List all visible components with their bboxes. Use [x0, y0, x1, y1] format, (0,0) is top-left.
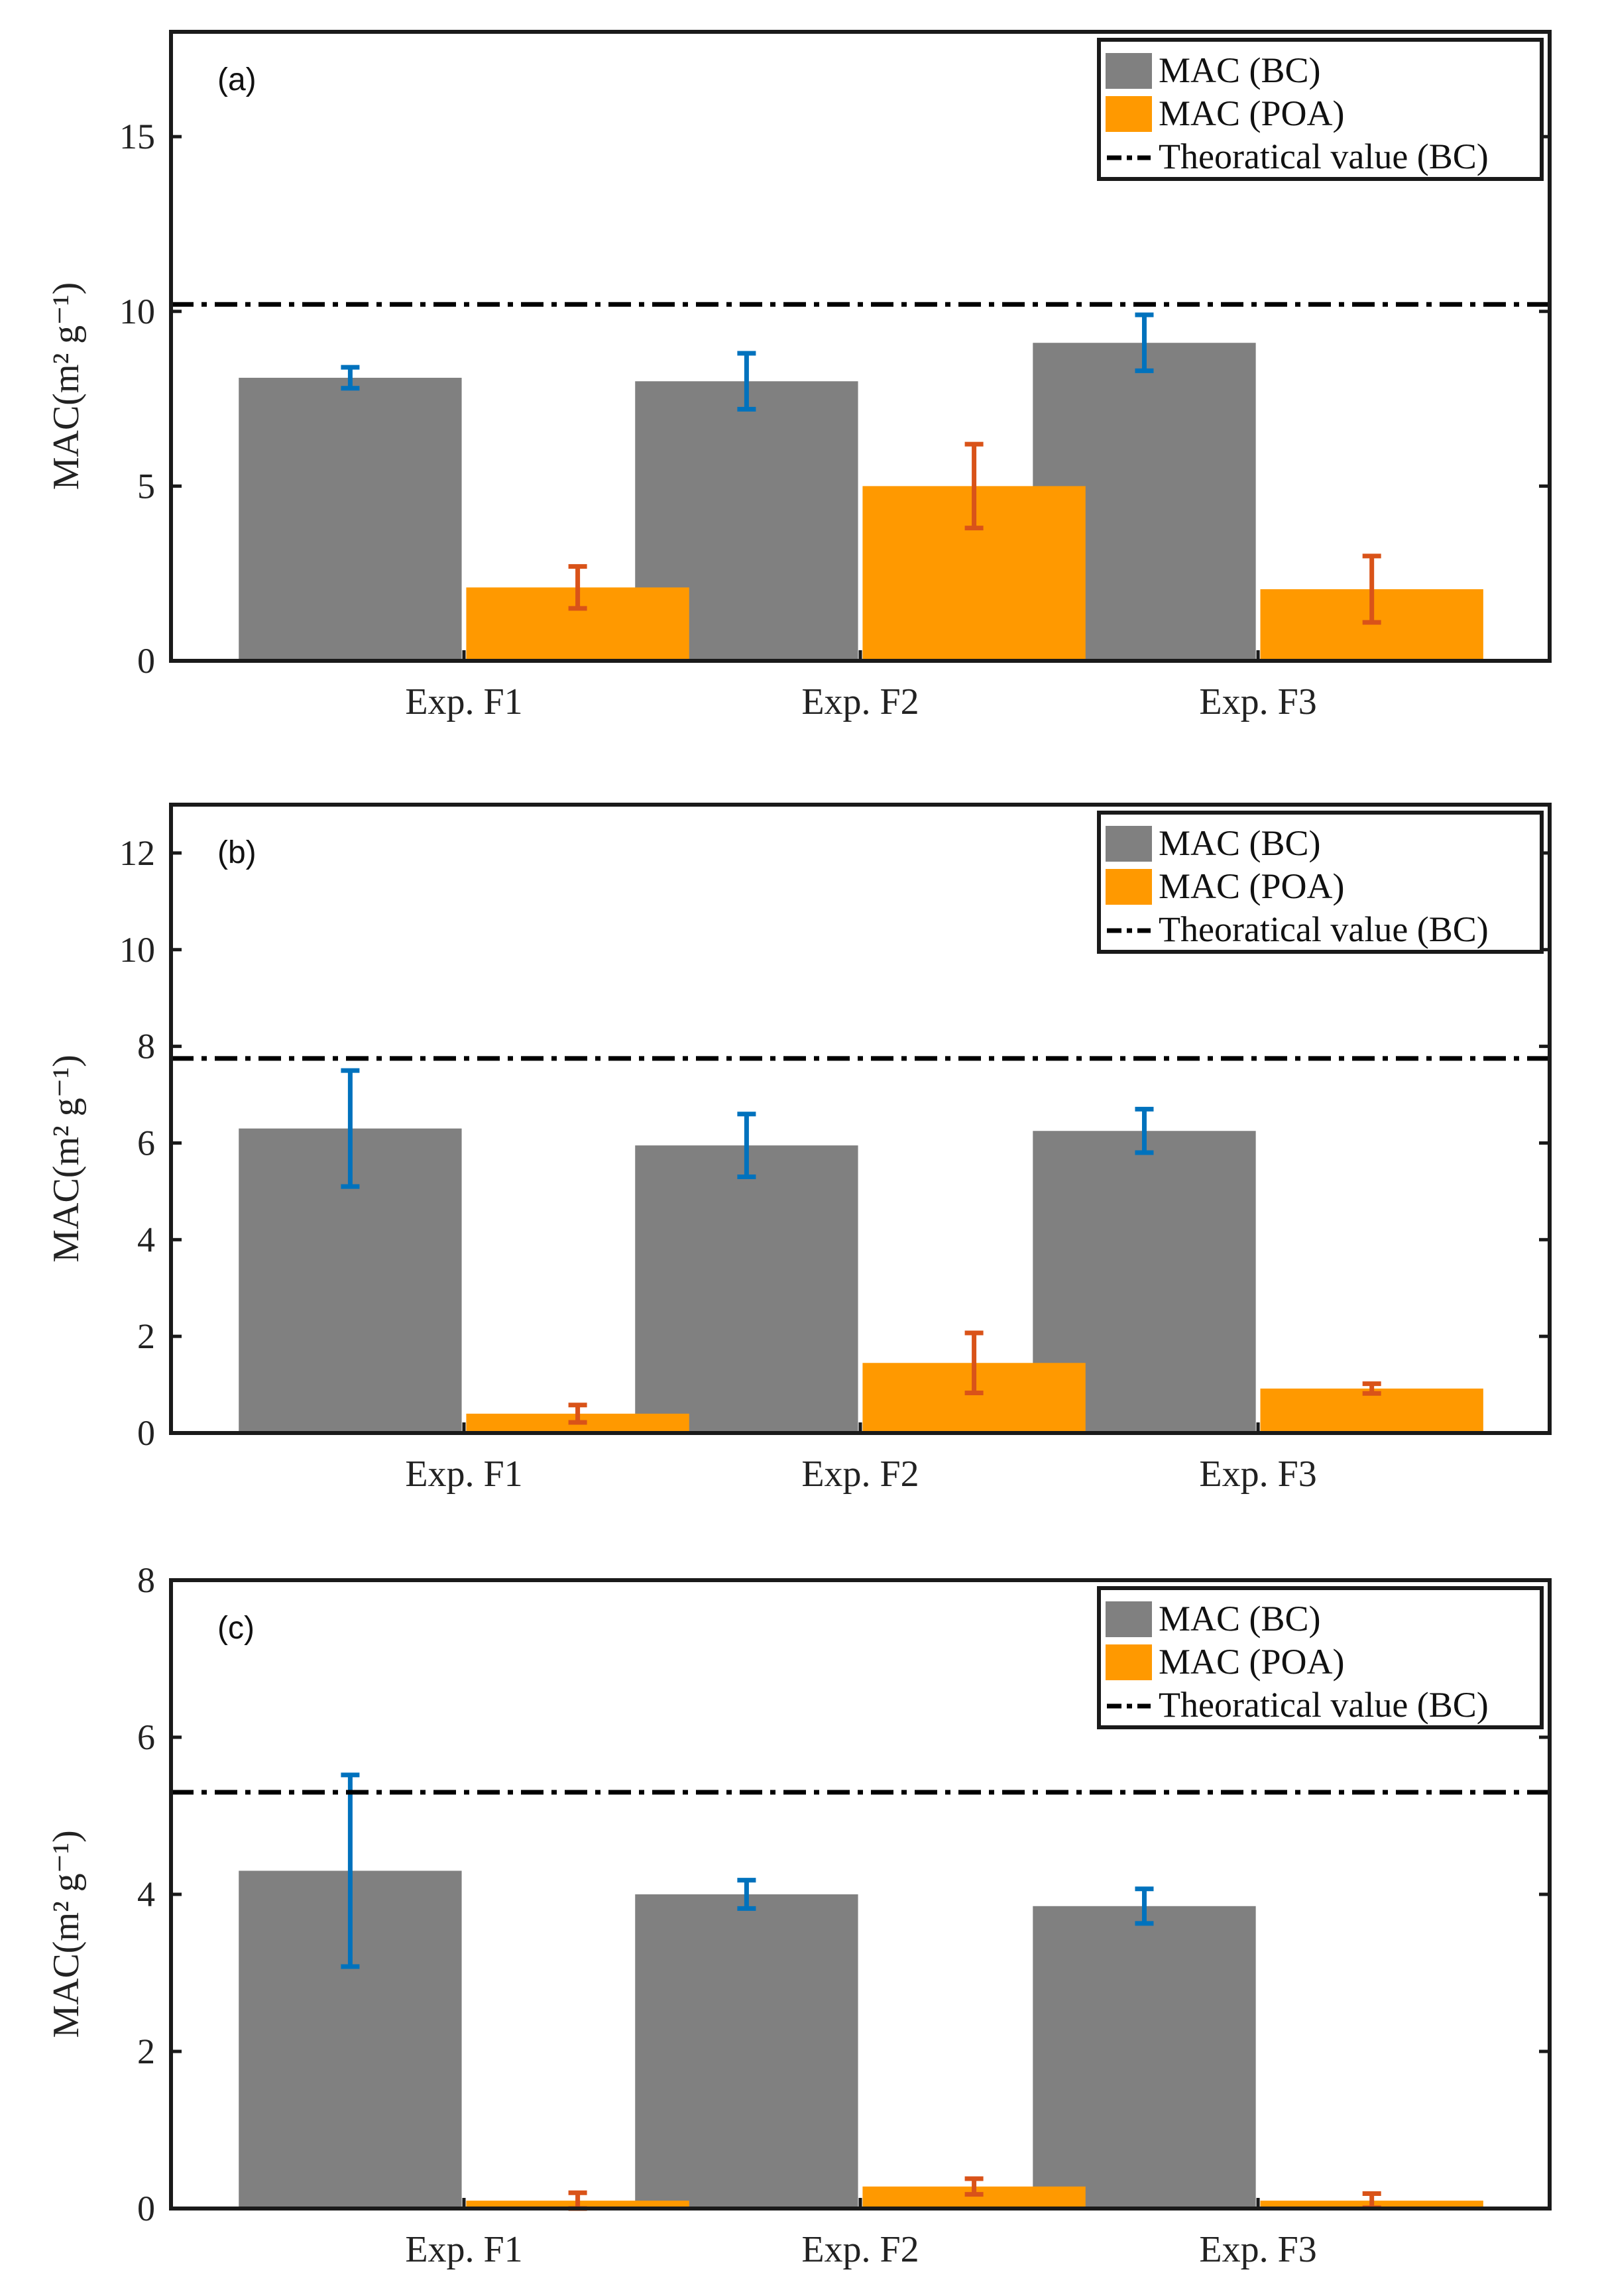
y-axis-label: MAC(m² g⁻¹): [46, 1055, 87, 1263]
error-bar-1-2: [964, 2176, 984, 2197]
y-axis-label: MAC(m² g⁻¹): [46, 1830, 87, 2038]
y-tick-label: 2: [137, 1316, 155, 1356]
error-bar-1-3: [1362, 1381, 1381, 1396]
legend-label-3: Theoratical value (BC): [1159, 1685, 1489, 1725]
x-tick-label: Exp. F2: [801, 681, 919, 722]
x-tick-label: Exp. F3: [1199, 1454, 1316, 1495]
y-tick-label: 6: [137, 1717, 155, 1757]
x-tick-label: Exp. F1: [405, 681, 522, 722]
y-tick-label: 2: [137, 2032, 155, 2071]
legend-label-1: MAC (BC): [1159, 823, 1321, 863]
y-tick-label: 5: [137, 466, 155, 506]
legend: MAC (BC)MAC (POA) Theoratical value (BC): [1097, 38, 1544, 181]
bar-mac-bc-2: [635, 1894, 858, 2209]
chart-panel-2: 0 2 4 6 8 Exp. F1 Exp. F2 Exp. F3 MAC(m² g⁻¹) (c)…: [46, 1560, 1552, 2270]
x-tick-label: Exp. F2: [801, 1454, 919, 1495]
y-tick-label: 10: [119, 292, 155, 331]
y-tick-label: 0: [137, 641, 155, 681]
bar-mac-bc-1: [239, 377, 462, 661]
legend-label-3: Theoratical value (BC): [1159, 137, 1489, 176]
x-tick-label: Exp. F1: [405, 2229, 522, 2270]
error-bar-0-1: [341, 1068, 360, 1189]
panel-label: (b): [217, 835, 257, 870]
error-bar-1-2: [964, 441, 984, 531]
chart-panel-0: 0 5 10 15 Exp. F1 Exp. F2 Exp. F3 MAC(m² g⁻¹) (a…: [46, 30, 1552, 722]
error-bar-0-3: [1135, 1106, 1154, 1155]
panel-label: (a): [217, 62, 257, 97]
y-tick-label: 0: [137, 2189, 155, 2228]
legend-label-1: MAC (BC): [1159, 50, 1321, 90]
y-tick-label: 0: [137, 1413, 155, 1453]
legend-label-2: MAC (POA): [1159, 93, 1345, 133]
error-bar-1-2: [964, 1330, 984, 1395]
legend: MAC (BC) MAC (POA)Theoratical value (BC): [1097, 1586, 1544, 1729]
legend-swatch-2: [1106, 1644, 1152, 1680]
error-bar-0-2: [737, 351, 756, 412]
error-bar-0-3: [1135, 1886, 1154, 1926]
y-tick-label: 12: [119, 833, 155, 873]
y-tick-label: 10: [119, 930, 155, 970]
y-axis-label: MAC(m² g⁻¹): [46, 282, 87, 490]
bar-mac-bc-2: [635, 1145, 858, 1433]
y-tick-label: 8: [137, 1027, 155, 1066]
y-tick-label: 8: [137, 1560, 155, 1600]
legend-swatch-1: [1106, 826, 1152, 862]
legend-swatch-2: [1106, 96, 1152, 132]
legend-swatch-2: [1106, 869, 1152, 905]
y-tick-label: 15: [119, 117, 155, 156]
legend-label-2: MAC (POA): [1159, 866, 1345, 906]
x-tick-label: Exp. F2: [801, 2229, 919, 2270]
y-tick-label: 6: [137, 1123, 155, 1163]
panel-label: (c): [217, 1611, 255, 1646]
error-bar-0-2: [737, 1878, 756, 1911]
legend-label-2: MAC (POA): [1159, 1642, 1345, 1682]
legend-swatch-1: [1106, 53, 1152, 89]
legend-box: [1097, 1586, 1544, 1729]
error-bar-0-3: [1135, 312, 1154, 373]
y-tick-label: 4: [137, 1874, 155, 1914]
legend-box: [1097, 811, 1544, 954]
error-bar-1-1: [568, 1403, 587, 1425]
legend-swatch-1: [1106, 1601, 1152, 1637]
x-tick-label: Exp. F3: [1199, 2229, 1316, 2270]
legend: MAC (BC)MAC (POA)Theoratical value (BC): [1097, 811, 1544, 954]
error-bar-1-3: [1362, 553, 1381, 625]
legend-label-3: Theoratical value (BC): [1159, 909, 1489, 949]
bar-mac-bc-3: [1033, 1906, 1256, 2209]
legend-label-1: MAC (BC): [1159, 1599, 1321, 1638]
y-tick-label: 4: [137, 1220, 155, 1259]
legend-box: [1097, 38, 1544, 181]
error-bar-0-1: [341, 1772, 360, 1969]
x-tick-label: Exp. F1: [405, 1454, 522, 1495]
x-tick-label: Exp. F3: [1199, 681, 1316, 722]
bar-mac-poa-3: [1260, 1388, 1483, 1433]
error-bar-0-1: [341, 365, 360, 391]
error-bar-1-1: [568, 564, 587, 611]
chart-panel-1: 0 2 4 6 8 10 12 Exp. F1 Exp. F2 Exp. F3 MAC(m² g⁻¹…: [46, 803, 1552, 1495]
error-bar-0-2: [737, 1112, 756, 1180]
